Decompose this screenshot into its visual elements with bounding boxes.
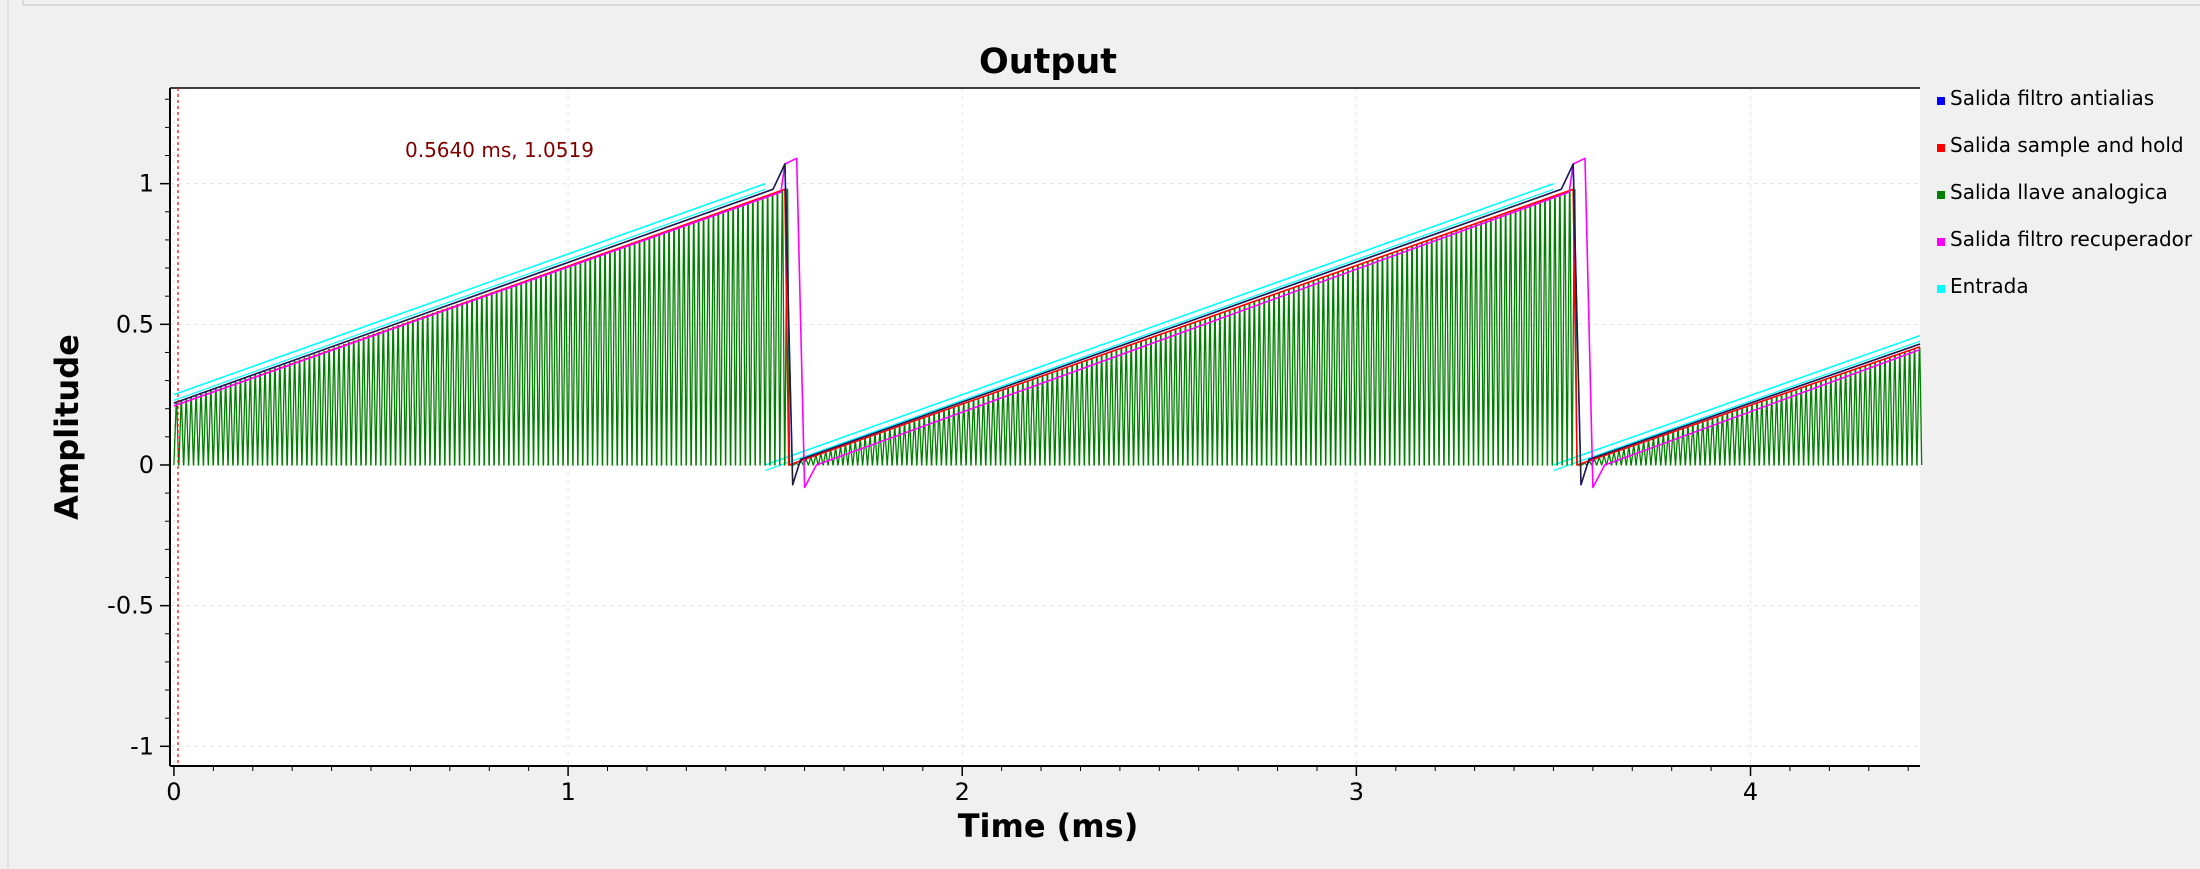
x-axis-title: Time (ms)	[958, 807, 1139, 845]
top-frame-border	[22, 0, 2200, 6]
legend-entry-label[interactable]: Salida filtro antialias	[1950, 86, 2154, 110]
x-tick-label: 3	[1349, 778, 1364, 806]
chart-title: Output	[979, 42, 1117, 82]
entrada-trace	[1553, 334, 1921, 466]
plot-canvas[interactable]	[170, 88, 1920, 766]
y-tick-label: -0.5	[107, 592, 154, 620]
x-tick-label: 2	[955, 778, 970, 806]
entrada-trace	[764, 188, 1554, 472]
entrada-trace	[173, 182, 766, 396]
entrada-trace	[173, 188, 766, 401]
axes	[169, 87, 1920, 767]
legend-entry-label[interactable]: Salida filtro recuperador	[1950, 227, 2193, 251]
legend-swatch	[1937, 191, 1945, 199]
x-tick-label: 4	[1743, 778, 1758, 806]
legend-entry-label[interactable]: Salida sample and hold	[1950, 133, 2184, 157]
series-traces	[173, 157, 1923, 489]
legend-entry-label[interactable]: Entrada	[1950, 274, 2029, 298]
left-frame-border	[7, 0, 9, 869]
legend-swatch	[1937, 285, 1945, 293]
salida-sample-and-hold-trace	[173, 188, 1921, 466]
y-axis-title: Amplitude	[48, 334, 86, 520]
tick-labels: 0 1 2 3 4 1 0.5 0 -0.5 -1	[107, 170, 1758, 806]
x-tick-label: 1	[560, 778, 575, 806]
y-tick-label: -1	[130, 732, 154, 760]
marker-readout: 0.5640 ms, 1.0519	[405, 138, 594, 162]
legend-swatch	[1937, 97, 1945, 105]
entrada-trace	[764, 182, 1554, 466]
legend-swatch	[1937, 144, 1945, 152]
y-tick-label: 1	[139, 170, 154, 198]
entrada-trace	[1553, 340, 1921, 472]
envelope-trace	[173, 163, 1921, 486]
x-tick-label: 0	[166, 778, 181, 806]
y-tick-label: 0.5	[116, 310, 154, 338]
y-tick-label: 0	[139, 451, 154, 479]
legend-entry-label[interactable]: Salida llave analogica	[1950, 180, 2168, 204]
legend-swatch	[1937, 238, 1945, 246]
legend[interactable]: Salida filtro antialias Salida sample and…	[1937, 86, 2193, 298]
